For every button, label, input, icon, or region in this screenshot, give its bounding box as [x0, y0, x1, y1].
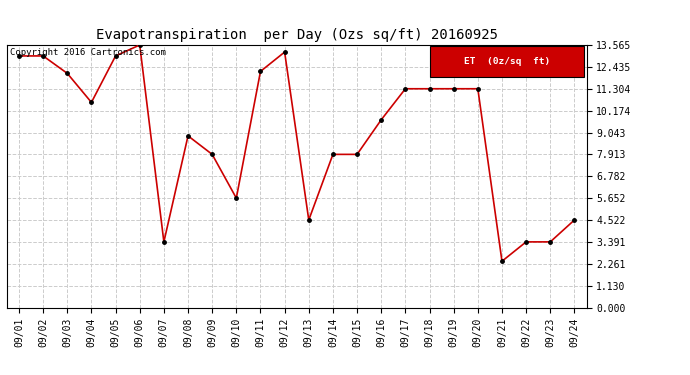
Text: Copyright 2016 Cartronics.com: Copyright 2016 Cartronics.com [10, 48, 166, 57]
Text: ET  (0z/sq  ft): ET (0z/sq ft) [464, 57, 550, 66]
Title: Evapotranspiration  per Day (Ozs sq/ft) 20160925: Evapotranspiration per Day (Ozs sq/ft) 2… [96, 28, 497, 42]
FancyBboxPatch shape [430, 46, 584, 76]
